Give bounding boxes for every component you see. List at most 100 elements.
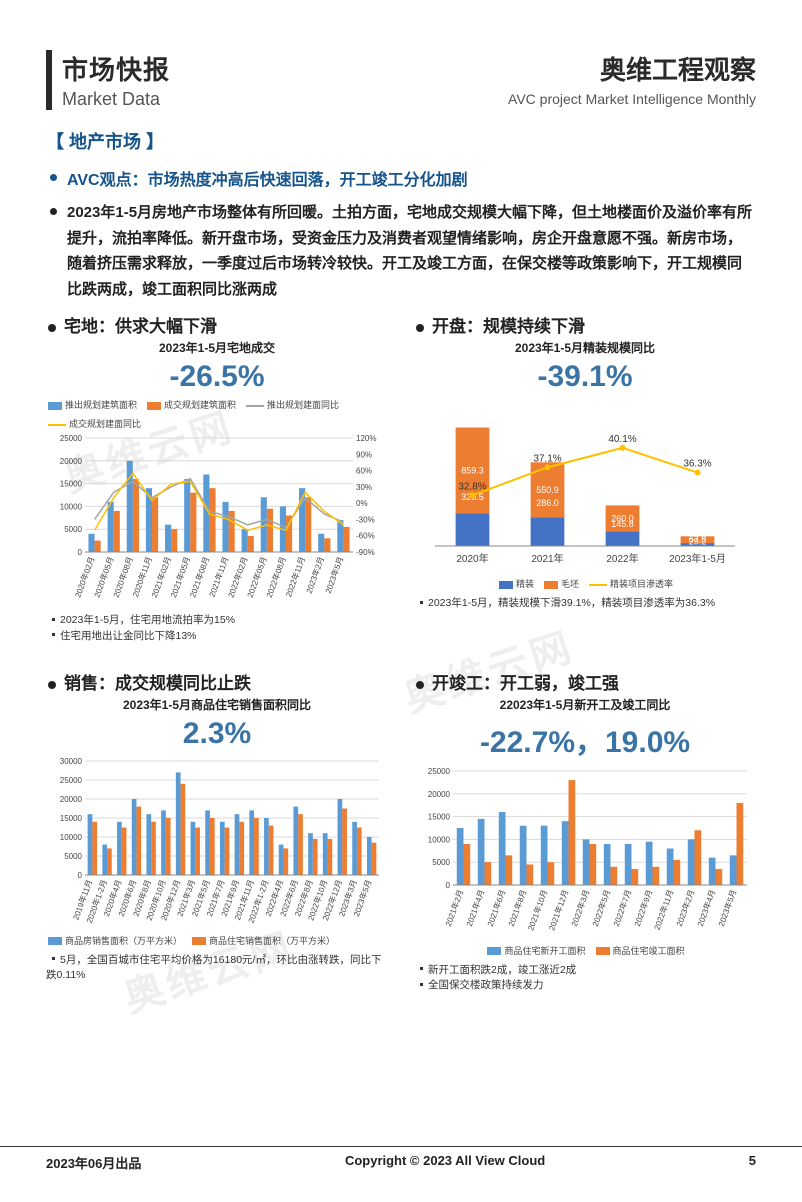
svg-text:2022年3月: 2022年3月 bbox=[569, 888, 591, 927]
header-right-en: AVC project Market Intelligence Monthly bbox=[508, 91, 756, 107]
svg-text:2021年2月: 2021年2月 bbox=[443, 888, 465, 927]
card-subtitle: 2023年1-5月宅地成交 bbox=[46, 339, 388, 356]
svg-text:20000: 20000 bbox=[60, 795, 83, 804]
chart-sales: 0500010000150002000025000300002019年11月20… bbox=[46, 755, 388, 925]
svg-text:15000: 15000 bbox=[428, 812, 451, 821]
chart-opening: 325.5859.32020年32.8%286.0550.92021年37.1%… bbox=[414, 398, 756, 568]
section-title: 【 地产市场 】 bbox=[46, 128, 756, 154]
svg-text:30%: 30% bbox=[356, 483, 372, 492]
svg-text:25000: 25000 bbox=[428, 767, 451, 776]
svg-text:10000: 10000 bbox=[60, 502, 83, 511]
svg-text:0: 0 bbox=[446, 881, 451, 890]
chart-legend: 商品房销售面积（万平方米）商品住宅销售面积（万平方米） bbox=[48, 934, 388, 947]
header-left-en: Market Data bbox=[62, 89, 170, 110]
svg-text:260.0: 260.0 bbox=[611, 513, 634, 523]
svg-text:2022年11月: 2022年11月 bbox=[283, 555, 307, 598]
card-notes: 新开工面积跌2成，竣工涨近2成全国保交楼政策持续发力 bbox=[414, 963, 756, 995]
svg-text:10000: 10000 bbox=[60, 833, 83, 842]
svg-text:2022年7月: 2022年7月 bbox=[611, 888, 633, 927]
card-notes: 5月，全国百城市住宅平均价格为16180元/㎡，环比由涨转跌，同比下跌0.11% bbox=[46, 953, 388, 985]
svg-text:2020年: 2020年 bbox=[456, 552, 488, 565]
svg-text:2023年2月: 2023年2月 bbox=[674, 888, 696, 927]
avc-view: AVC观点：市场热度冲高后快速回落，开工竣工分化加剧 bbox=[67, 166, 468, 190]
svg-text:2021年10月: 2021年10月 bbox=[525, 888, 549, 932]
svg-text:550.9: 550.9 bbox=[536, 485, 559, 495]
card-notes: 2023年1-5月，住宅用地流拍率为15%住宅用地出让金同比下降13% bbox=[46, 613, 388, 645]
svg-text:2020年11月: 2020年11月 bbox=[130, 555, 154, 598]
svg-text:36.3%: 36.3% bbox=[683, 459, 711, 470]
card-title: 宅地：供求大幅下滑 bbox=[64, 312, 217, 337]
svg-text:859.3: 859.3 bbox=[461, 465, 484, 475]
svg-text:2022年11月: 2022年11月 bbox=[652, 888, 676, 931]
bullet-icon bbox=[48, 324, 56, 332]
header-left-cn: 市场快报 bbox=[62, 50, 170, 87]
svg-text:-90%: -90% bbox=[356, 548, 375, 557]
svg-text:-30%: -30% bbox=[356, 515, 375, 524]
page-footer: 2023年06月出品 Copyright © 2023 All View Clo… bbox=[0, 1146, 802, 1172]
svg-text:15000: 15000 bbox=[60, 480, 83, 489]
chart-grid: 宅地：供求大幅下滑 2023年1-5月宅地成交 -26.5% 推出规划建筑面积成… bbox=[46, 312, 756, 994]
avc-view-text: 市场热度冲高后快速回落，开工竣工分化加剧 bbox=[148, 172, 468, 189]
svg-text:2022年9月: 2022年9月 bbox=[632, 888, 654, 927]
svg-text:25000: 25000 bbox=[60, 434, 83, 443]
card-land: 宅地：供求大幅下滑 2023年1-5月宅地成交 -26.5% 推出规划建筑面积成… bbox=[46, 312, 388, 645]
card-subtitle: 2023年1-5月商品住宅销售面积同比 bbox=[46, 696, 388, 713]
svg-text:2021年11月: 2021年11月 bbox=[207, 555, 231, 598]
svg-text:120%: 120% bbox=[356, 434, 376, 443]
svg-text:5000: 5000 bbox=[64, 525, 82, 534]
card-stat: -22.7%，19.0% bbox=[414, 717, 756, 761]
svg-text:0: 0 bbox=[78, 548, 83, 557]
avc-view-label: AVC观点： bbox=[67, 172, 148, 189]
footer-center: Copyright © 2023 All View Cloud bbox=[345, 1153, 545, 1172]
card-sales: 销售：成交规模同比止跌 2023年1-5月商品住宅销售面积同比 2.3% 0 50… bbox=[46, 669, 388, 995]
card-notes: 2023年1-5月，精装规模下滑39.1%，精装项目渗透率为36.3% bbox=[414, 596, 756, 612]
svg-text:286.0: 286.0 bbox=[536, 498, 559, 508]
svg-text:2021年6月: 2021年6月 bbox=[485, 888, 507, 927]
svg-text:0%: 0% bbox=[356, 499, 368, 508]
chart-land: 05000100001500020000250002020年02月2020年05… bbox=[46, 432, 388, 602]
bullet-icon bbox=[48, 681, 56, 689]
card-construction: 开竣工：开工弱，竣工强 22023年1-5月新开工及竣工同比 -22.7%，19… bbox=[414, 669, 756, 995]
svg-text:2021年8月: 2021年8月 bbox=[506, 888, 528, 927]
card-stat: 2.3% bbox=[46, 717, 388, 751]
svg-text:2021年: 2021年 bbox=[531, 552, 563, 565]
footer-left: 2023年06月出品 bbox=[46, 1153, 141, 1172]
card-opening: 开盘：规模持续下滑 2023年1-5月精装规模同比 -39.1% 325.585… bbox=[414, 312, 756, 645]
svg-text:90%: 90% bbox=[356, 450, 372, 459]
bullet-icon bbox=[50, 208, 57, 215]
svg-text:67.8: 67.8 bbox=[689, 535, 707, 545]
card-title: 销售：成交规模同比止跌 bbox=[64, 669, 251, 694]
summary-paragraph: 2023年1-5月房地产市场整体有所回暖。土拍方面，宅地成交规模大幅下降，但土地… bbox=[67, 200, 756, 302]
svg-text:30000: 30000 bbox=[60, 757, 83, 766]
card-subtitle: 2023年1-5月精装规模同比 bbox=[414, 339, 756, 356]
card-stat: -39.1% bbox=[414, 360, 756, 394]
bullet-icon bbox=[50, 174, 57, 181]
svg-text:2022年: 2022年 bbox=[606, 552, 638, 565]
chart-legend: 精装毛坯精装项目渗透率 bbox=[416, 577, 756, 590]
svg-text:20000: 20000 bbox=[428, 789, 451, 798]
svg-text:2022年5月: 2022年5月 bbox=[590, 888, 612, 927]
svg-text:2021年12月: 2021年12月 bbox=[546, 888, 570, 932]
svg-text:-60%: -60% bbox=[356, 532, 375, 541]
svg-text:2023年1-5月: 2023年1-5月 bbox=[669, 552, 726, 565]
svg-text:37.1%: 37.1% bbox=[533, 453, 561, 464]
page-header: 市场快报 Market Data 奥维工程观察 AVC project Mark… bbox=[46, 50, 756, 110]
header-right-cn: 奥维工程观察 bbox=[508, 50, 756, 87]
svg-text:25000: 25000 bbox=[60, 776, 83, 785]
svg-text:10000: 10000 bbox=[428, 835, 451, 844]
svg-text:0: 0 bbox=[78, 871, 83, 880]
svg-text:5000: 5000 bbox=[432, 858, 450, 867]
card-title: 开盘：规模持续下滑 bbox=[432, 312, 585, 337]
svg-text:15000: 15000 bbox=[60, 814, 83, 823]
bullet-icon bbox=[416, 324, 424, 332]
svg-text:40.1%: 40.1% bbox=[608, 434, 636, 445]
chart-construction: 05000100001500020000250002021年2月2021年4月2… bbox=[414, 765, 756, 935]
bullet-icon bbox=[416, 681, 424, 689]
card-subtitle: 22023年1-5月新开工及竣工同比 bbox=[414, 696, 756, 713]
svg-text:20000: 20000 bbox=[60, 457, 83, 466]
svg-text:2023年5月: 2023年5月 bbox=[323, 555, 345, 594]
svg-text:5000: 5000 bbox=[64, 852, 82, 861]
card-title: 开竣工：开工弱，竣工强 bbox=[432, 669, 619, 694]
card-stat: -26.5% bbox=[46, 360, 388, 394]
footer-right: 5 bbox=[749, 1153, 756, 1172]
